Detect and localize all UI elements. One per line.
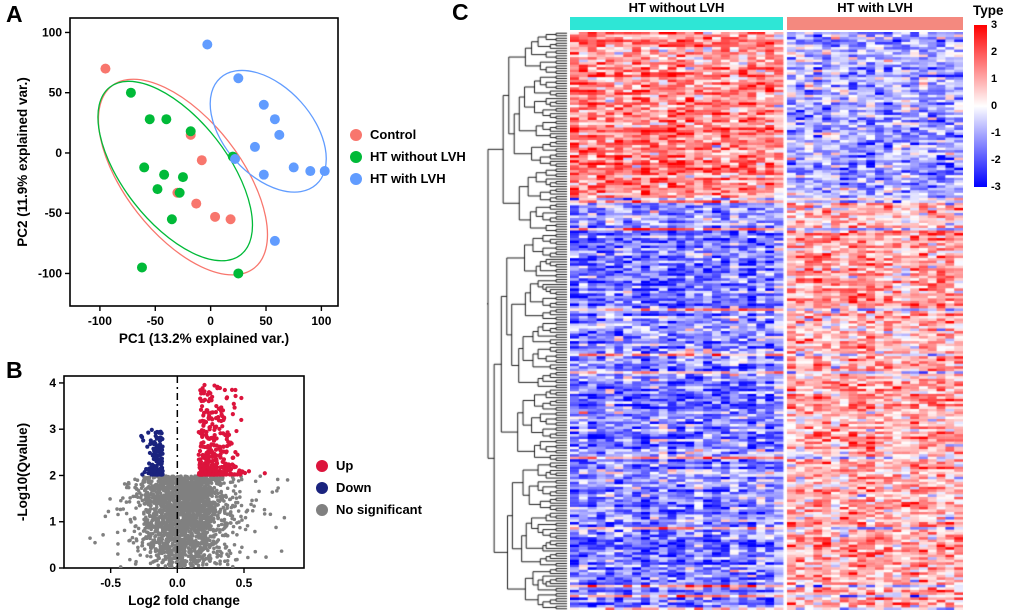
volcano-legend-label-down: Down <box>336 480 372 495</box>
volcano-legend-dot-2 <box>316 503 328 516</box>
colorbar-gradient <box>974 25 987 187</box>
svg-text:100: 100 <box>42 25 62 39</box>
pca-legend-dot-0 <box>350 128 362 141</box>
pca-legend-label-control: Control <box>370 127 417 142</box>
volcano-plot: -0.5 0.0 0.5 0 1 2 3 4 Log2 fold change -Log10(Qv… <box>15 375 305 608</box>
volcano-legend-dot-0 <box>316 459 328 472</box>
svg-text:3: 3 <box>49 422 56 436</box>
colorbar-tick: -3 <box>991 181 1001 193</box>
pca-legend: Control HT without LVH HT with LVH <box>350 127 466 186</box>
svg-text:-100: -100 <box>88 314 112 328</box>
pca-legend-item-ht-with-lvh: HT with LVH <box>350 171 466 186</box>
svg-text:2: 2 <box>49 468 56 482</box>
heatmap-group-label-ht-with-lvh: HT with LVH <box>837 0 913 15</box>
svg-text:4: 4 <box>49 376 56 390</box>
svg-text:-Log10(Qvalue): -Log10(Qvalue) <box>15 423 30 521</box>
svg-text:0: 0 <box>207 314 214 328</box>
pca-plot: -100 -50 0 50 100 -100 -50 0 50 100 PC1 (13.2% exp… <box>15 17 339 346</box>
svg-text:-0.5: -0.5 <box>100 576 121 590</box>
pca-legend-label-ht-with-lvh: HT with LVH <box>370 171 446 186</box>
svg-text:0: 0 <box>49 561 56 575</box>
volcano-legend-item-up: Up <box>316 458 422 473</box>
dendrogram <box>486 32 568 610</box>
volcano-legend-item-down: Down <box>316 480 422 495</box>
panel-c-label: C <box>452 0 469 25</box>
svg-text:PC2 (11.9% explained var.): PC2 (11.9% explained var.) <box>15 77 30 247</box>
volcano-legend-label-up: Up <box>336 458 354 473</box>
colorbar-tick: 0 <box>991 100 998 112</box>
panel-b-label: B <box>6 357 23 383</box>
colorbar-tick: 1 <box>991 73 998 85</box>
panel-a-label: A <box>6 1 23 27</box>
svg-text:50: 50 <box>49 86 63 100</box>
pca-legend-dot-1 <box>350 150 362 163</box>
svg-text:1: 1 <box>49 515 56 529</box>
pca-legend-dot-2 <box>350 172 362 185</box>
heatmap-group-bar-2 <box>787 17 963 30</box>
svg-text:Log2 fold change: Log2 fold change <box>128 593 240 608</box>
heatmap-canvas <box>570 32 963 610</box>
colorbar-tick: 2 <box>991 46 998 58</box>
svg-text:-50: -50 <box>45 206 63 220</box>
volcano-legend: Up Down No significant <box>316 458 422 517</box>
svg-text:100: 100 <box>311 314 331 328</box>
svg-text:0.0: 0.0 <box>169 576 186 590</box>
volcano-legend-item-nosig: No significant <box>316 502 422 517</box>
svg-text:PC1 (13.2% explained var.): PC1 (13.2% explained var.) <box>119 331 289 346</box>
svg-text:-50: -50 <box>147 314 165 328</box>
svg-text:-100: -100 <box>38 266 62 280</box>
pca-legend-item-ht-without-lvh: HT without LVH <box>350 149 466 164</box>
colorbar-tick: -2 <box>991 154 1001 166</box>
colorbar-tick: -1 <box>991 127 1001 139</box>
pca-legend-label-ht-without-lvh: HT without LVH <box>370 149 466 164</box>
svg-text:0.5: 0.5 <box>236 576 253 590</box>
pca-legend-item-control: Control <box>350 127 466 142</box>
svg-text:0: 0 <box>55 146 62 160</box>
heatmap-group-bar-1 <box>570 17 783 30</box>
volcano-legend-label-nosig: No significant <box>336 502 422 517</box>
heatmap-group-label-ht-without-lvh: HT without LVH <box>628 0 725 15</box>
svg-text:50: 50 <box>259 314 273 328</box>
colorbar-tick: 3 <box>991 19 998 31</box>
volcano-legend-dot-1 <box>316 481 328 494</box>
colorbar-ticks: 3 2 1 0 -1 -2 -3 <box>991 19 1017 195</box>
colorbar-title: Type <box>973 3 1004 18</box>
